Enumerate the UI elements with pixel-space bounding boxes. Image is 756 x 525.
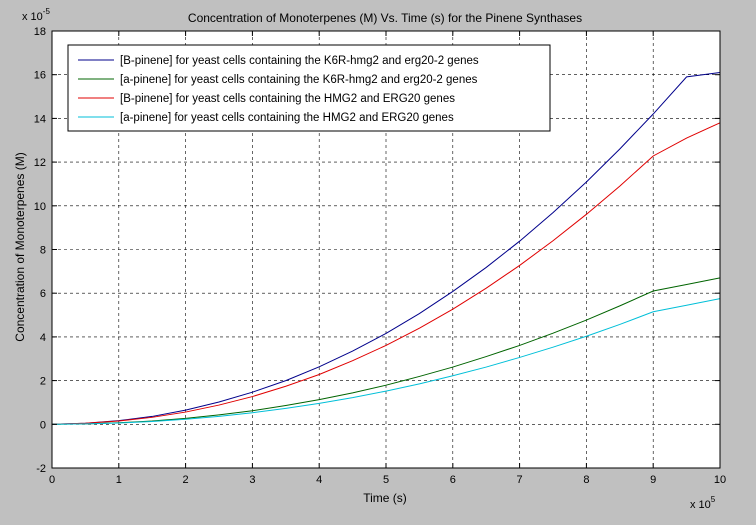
y-tick-label: 8 — [40, 245, 46, 257]
y-tick-label: 4 — [40, 332, 46, 344]
legend-label: [B-pinene] for yeast cells containing th… — [120, 55, 479, 67]
legend-item: [a-pinene] for yeast cells containing th… — [78, 112, 454, 124]
legend-label: [B-pinene] for yeast cells containing th… — [120, 93, 455, 105]
x-tick-label: 0 — [49, 474, 55, 486]
x-tick-label: 3 — [249, 474, 255, 486]
y-multiplier-base: x 10 — [22, 11, 43, 23]
y-tick-label: 14 — [34, 113, 46, 125]
y-tick-label: 12 — [34, 157, 46, 169]
x-tick-label: 1 — [116, 474, 122, 486]
x-multiplier-exponent: 5 — [711, 495, 716, 504]
x-tick-label: 2 — [183, 474, 189, 486]
x-tick-label: 7 — [517, 474, 523, 486]
series-line-4 — [51, 298, 721, 425]
series-line-2 — [51, 277, 721, 425]
legend: [B-pinene] for yeast cells containing th… — [67, 44, 551, 132]
y-tick-label: 10 — [34, 201, 46, 213]
legend-label: [a-pinene] for yeast cells containing th… — [120, 112, 454, 124]
legend-item: [B-pinene] for yeast cells containing th… — [78, 93, 455, 105]
y-tick-label: 18 — [34, 26, 46, 38]
x-multiplier-base: x 10 — [690, 499, 711, 511]
legend-box — [67, 44, 551, 132]
y-tick-label: 2 — [40, 376, 46, 388]
y-tick-label: -2 — [36, 463, 46, 475]
legend-item: [B-pinene] for yeast cells containing th… — [78, 55, 479, 67]
x-tick-label: 6 — [450, 474, 456, 486]
y-tick-label: 6 — [40, 288, 46, 300]
series-lines — [51, 72, 721, 425]
y-axis-label: Concentration of Monoterpenes (M) — [13, 152, 27, 341]
x-tick-label: 9 — [650, 474, 656, 486]
x-tick-label: 5 — [383, 474, 389, 486]
y-multiplier: x 10-5 — [22, 7, 50, 23]
x-tick-label: 8 — [583, 474, 589, 486]
chart-title: Concentration of Monoterpenes (M) Vs. Ti… — [188, 11, 582, 25]
series-line-1 — [51, 72, 721, 425]
x-multiplier: x 105 — [690, 495, 716, 511]
legend-label: [a-pinene] for yeast cells containing th… — [120, 74, 478, 86]
series-line-3 — [51, 122, 721, 425]
x-tick-label: 10 — [714, 474, 726, 486]
legend-item: [a-pinene] for yeast cells containing th… — [78, 74, 478, 86]
x-axis-label: Time (s) — [363, 491, 407, 505]
x-tick-label: 4 — [316, 474, 322, 486]
y-tick-label: 0 — [40, 419, 46, 431]
y-tick-label: 16 — [34, 70, 46, 82]
y-multiplier-exponent: -5 — [43, 7, 51, 16]
